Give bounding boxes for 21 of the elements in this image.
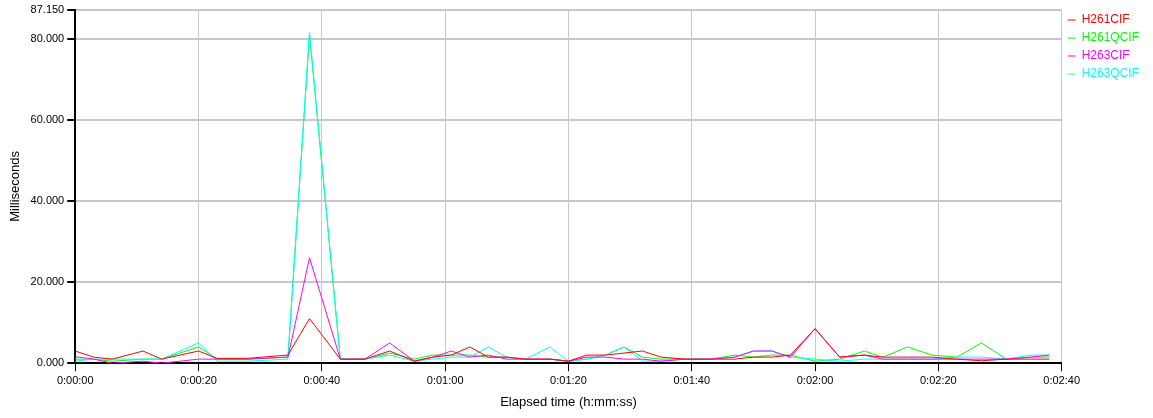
y-tick-label: 20.000	[30, 275, 65, 288]
y-tick-label: 60.000	[30, 112, 65, 125]
legend-label: H263CIF	[1081, 48, 1130, 63]
x-tick-label: 0:02:40	[1043, 373, 1080, 386]
y-tick-label: 40.000	[30, 193, 65, 206]
x-axis-title: Elapsed time (h:mm:ss)	[500, 393, 637, 409]
legend-label: H261QCIF	[1081, 30, 1140, 45]
x-tick-label: 0:01:00	[426, 373, 464, 386]
x-tick-label: 0:01:40	[673, 373, 711, 386]
x-tick-label: 0:01:20	[550, 373, 587, 386]
legend-label: H261CIF	[1081, 12, 1130, 27]
x-tick-label: 0:00:40	[303, 373, 341, 386]
legend-label: H263QCIF	[1081, 66, 1140, 81]
y-axis-title: Milliseconds	[7, 150, 23, 222]
x-tick-label: 0:02:20	[920, 373, 957, 386]
x-tick-label: 0:00:20	[180, 373, 217, 386]
x-tick-label: 0:00:00	[56, 373, 94, 386]
y-tick-label: 80.000	[30, 31, 65, 44]
y-tick-label: 0.000	[36, 356, 65, 369]
x-tick-label: 0:02:00	[796, 373, 834, 386]
y-tick-label: 87.150	[30, 2, 65, 15]
